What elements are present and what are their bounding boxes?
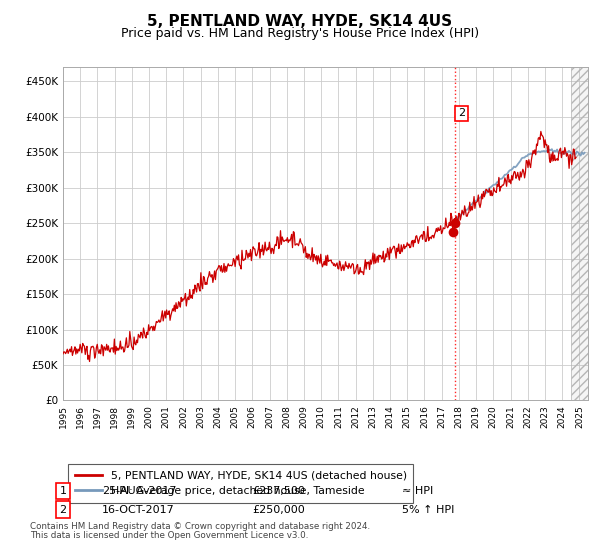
Text: This data is licensed under the Open Government Licence v3.0.: This data is licensed under the Open Gov… <box>30 531 308 540</box>
Legend: 5, PENTLAND WAY, HYDE, SK14 4US (detached house), HPI: Average price, detached h: 5, PENTLAND WAY, HYDE, SK14 4US (detache… <box>68 464 413 502</box>
Bar <box>571 67 588 400</box>
Text: £237,500: £237,500 <box>252 486 305 496</box>
Text: Contains HM Land Registry data © Crown copyright and database right 2024.: Contains HM Land Registry data © Crown c… <box>30 522 370 531</box>
Text: 1: 1 <box>59 486 67 496</box>
Text: 2: 2 <box>458 108 465 118</box>
Text: 16-OCT-2017: 16-OCT-2017 <box>102 505 175 515</box>
Text: 25-AUG-2017: 25-AUG-2017 <box>102 486 176 496</box>
Text: Price paid vs. HM Land Registry's House Price Index (HPI): Price paid vs. HM Land Registry's House … <box>121 27 479 40</box>
Text: 5, PENTLAND WAY, HYDE, SK14 4US: 5, PENTLAND WAY, HYDE, SK14 4US <box>148 14 452 29</box>
Bar <box>571 67 588 400</box>
Text: £250,000: £250,000 <box>252 505 305 515</box>
Text: 2: 2 <box>59 505 67 515</box>
Text: 5% ↑ HPI: 5% ↑ HPI <box>402 505 454 515</box>
Text: ≈ HPI: ≈ HPI <box>402 486 433 496</box>
